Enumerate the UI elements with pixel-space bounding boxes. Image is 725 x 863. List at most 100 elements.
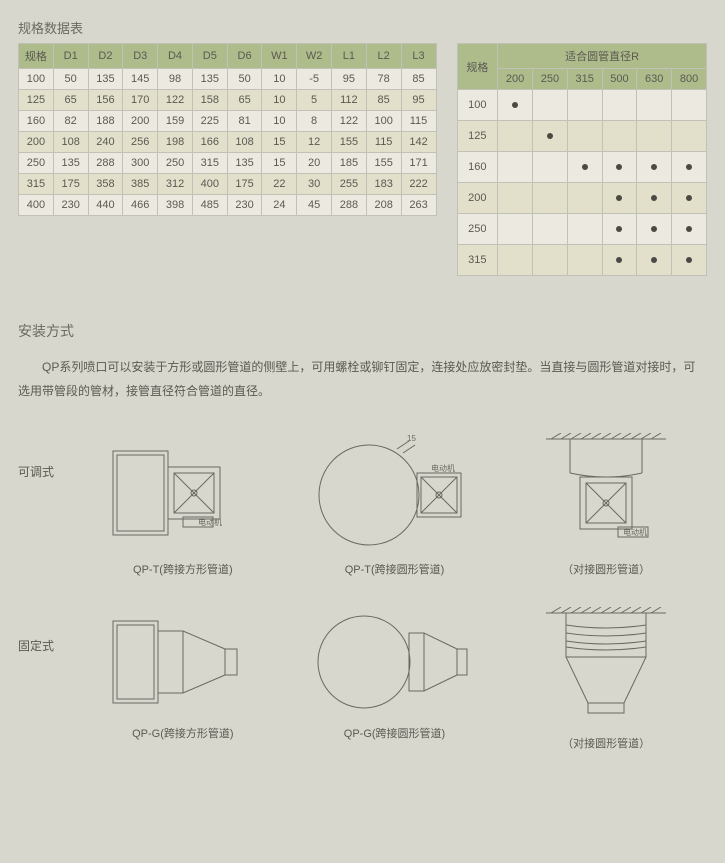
r-row-label: 125 [457,121,498,152]
dot-icon [512,102,518,108]
spec-cell: 160 [19,111,54,132]
spec-cell: 315 [192,153,227,174]
r-corner: 规格 [457,44,498,90]
spec-cell: 250 [158,153,193,174]
dot-icon [582,164,588,170]
row-label-fixed: 固定式 [18,607,72,751]
spec-cell: 312 [158,174,193,195]
r-cell [533,183,568,214]
spec-cell: 115 [401,111,436,132]
spec-cell: 15 [262,132,297,153]
r-cell [498,214,533,245]
spec-cell: 385 [123,174,158,195]
r-row-label: 100 [457,90,498,121]
row-label-adjustable: 可调式 [18,433,72,577]
spec-cell: 230 [53,195,88,216]
r-cell [672,121,707,152]
spec-cell: 15 [262,153,297,174]
spec-cell: 115 [366,132,401,153]
spec-cell: 85 [366,90,401,111]
r-header: 630 [637,69,672,90]
tables-row: 规格D1D2D3D4D5D6W1W2L1L2L3 100501351459813… [18,43,707,276]
caption: （对接圆形管道） [562,735,650,751]
spec-cell: 398 [158,195,193,216]
spec-cell: 158 [192,90,227,111]
diagrams-grid: 可调式 电动机 QP-T(跨接方形管道) [18,433,707,751]
dot-icon [616,226,622,232]
r-cell [498,183,533,214]
spec-cell: 315 [19,174,54,195]
r-cell [567,183,602,214]
spec-cell: 155 [366,153,401,174]
r-cell [602,183,637,214]
dot-icon [686,164,692,170]
r-cell [637,152,672,183]
r-cell [637,214,672,245]
r-cell [637,121,672,152]
spec-cell: 8 [297,111,332,132]
spec-cell: 65 [53,90,88,111]
spec-header: L1 [332,44,367,69]
spec-header: L3 [401,44,436,69]
spec-cell: 45 [297,195,332,216]
r-cell [637,183,672,214]
r-header: 500 [602,69,637,90]
dot-icon [651,195,657,201]
dot-icon [651,226,657,232]
spec-cell: 108 [227,132,262,153]
spec-header: D1 [53,44,88,69]
r-cell [602,152,637,183]
r-row-label: 160 [457,152,498,183]
spec-cell: 95 [401,90,436,111]
r-cell [498,121,533,152]
spec-cell: 175 [227,174,262,195]
spec-cell: 22 [262,174,297,195]
spec-cell: 230 [227,195,262,216]
spec-cell: 171 [401,153,436,174]
svg-text:电动机: 电动机 [431,463,455,473]
spec-cell: 288 [88,153,123,174]
spec-cell: 185 [332,153,367,174]
r-row-label: 250 [457,214,498,245]
r-cell [672,214,707,245]
diagram-qpg-circle: QP-G(跨接圆形管道) [294,607,496,751]
r-cell [567,245,602,276]
dot-icon [616,195,622,201]
spec-cell: 263 [401,195,436,216]
r-cell [567,121,602,152]
spec-cell: 440 [88,195,123,216]
r-cell [533,121,568,152]
r-cell [672,183,707,214]
spec-cell: -5 [297,69,332,90]
spec-cell: 240 [88,132,123,153]
spec-cell: 485 [192,195,227,216]
svg-text:电动机: 电动机 [198,517,222,527]
caption: QP-T(跨接圆形管道) [345,561,445,577]
spec-cell: 255 [332,174,367,195]
spec-cell: 122 [332,111,367,132]
r-cell [672,90,707,121]
spec-cell: 156 [88,90,123,111]
r-cell [533,214,568,245]
r-cell [602,214,637,245]
spec-cell: 400 [192,174,227,195]
spec-cell: 155 [332,132,367,153]
dot-icon [616,164,622,170]
spec-cell: 188 [88,111,123,132]
spec-cell: 85 [401,69,436,90]
spec-cell: 125 [19,90,54,111]
spec-cell: 222 [401,174,436,195]
r-table: 规格 适合圆管直径R 200250315500630800 1001251602… [457,43,708,276]
diagram-qpg-butt: （对接圆形管道） [505,607,707,751]
spec-cell: 135 [192,69,227,90]
r-row-label: 200 [457,183,498,214]
r-cell [567,90,602,121]
spec-header: D3 [123,44,158,69]
spec-header: D5 [192,44,227,69]
r-cell [567,152,602,183]
r-header: 315 [567,69,602,90]
spec-cell: 145 [123,69,158,90]
r-cell [498,90,533,121]
spec-cell: 135 [227,153,262,174]
spec-cell: 166 [192,132,227,153]
